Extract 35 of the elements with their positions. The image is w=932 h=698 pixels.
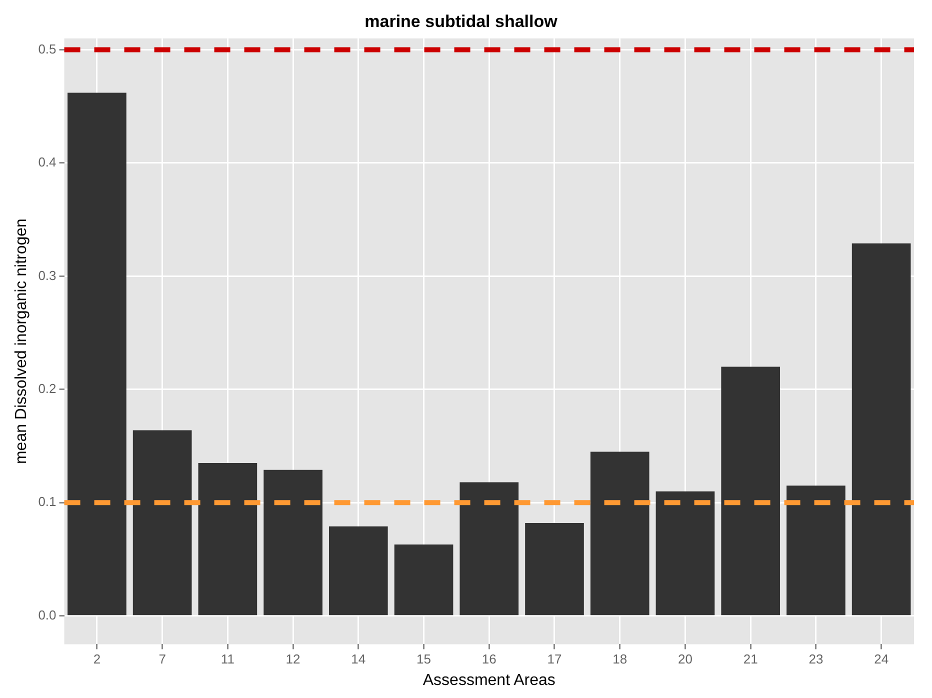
y-tick-label: 0.3	[38, 268, 56, 283]
bar	[68, 92, 126, 616]
bar	[328, 526, 388, 616]
x-tick-label: 24	[874, 652, 889, 667]
x-tick-label: 23	[808, 652, 824, 667]
bar	[394, 544, 454, 616]
bar	[721, 366, 780, 616]
y-tick-label: 0.1	[38, 494, 56, 510]
x-tick-label: 16	[482, 652, 496, 667]
bar	[132, 430, 192, 616]
y-tick-label: 0.5	[38, 41, 56, 56]
bar	[198, 463, 258, 616]
y-tick-label: 0.4	[38, 154, 56, 170]
x-tick-label: 17	[547, 652, 562, 667]
x-tick-label: 7	[158, 652, 166, 667]
bar	[656, 491, 715, 616]
x-tick-label: 21	[743, 652, 758, 667]
y-tick-label: 0.0	[38, 607, 56, 622]
x-tick-label: 14	[351, 652, 366, 667]
chart-title: marine subtidal shallow	[364, 12, 558, 31]
bar	[525, 523, 584, 616]
x-axis-title: Assessment Areas	[422, 672, 556, 689]
y-tick-label: 0.2	[38, 381, 56, 396]
x-tick-label: 20	[678, 652, 692, 667]
x-tick-label: 18	[612, 652, 628, 667]
x-tick-label: 12	[286, 652, 300, 667]
bar	[786, 486, 846, 616]
x-tick-label: 2	[93, 652, 101, 667]
bar	[590, 452, 650, 616]
bar	[460, 482, 519, 616]
x-tick-label: 11	[220, 652, 234, 667]
bar	[264, 470, 322, 616]
bar	[852, 243, 911, 616]
y-axis-title: mean Dissolved inorganic nitrogen	[13, 218, 30, 464]
x-tick-label: 15	[416, 652, 432, 667]
